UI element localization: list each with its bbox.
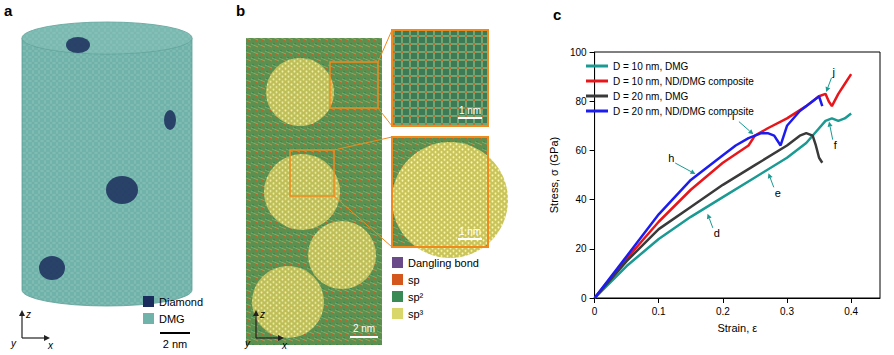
svg-text:D = 10 nm, DMG: D = 10 nm, DMG — [613, 61, 689, 72]
svg-text:z: z — [25, 309, 31, 320]
svg-text:x: x — [47, 340, 54, 351]
svg-text:x: x — [281, 340, 288, 351]
svg-text:f: f — [834, 139, 838, 151]
svg-text:j: j — [831, 66, 834, 78]
svg-text:0.2: 0.2 — [716, 306, 730, 317]
svg-text:1 nm: 1 nm — [459, 226, 481, 237]
svg-text:0.3: 0.3 — [780, 306, 794, 317]
svg-text:0: 0 — [581, 293, 587, 304]
svg-text:Diamond: Diamond — [159, 296, 203, 308]
svg-text:1 nm: 1 nm — [459, 105, 481, 116]
svg-text:sp³: sp³ — [408, 308, 424, 320]
svg-text:D = 20 nm, DMG: D = 20 nm, DMG — [613, 91, 689, 102]
svg-text:40: 40 — [575, 194, 587, 205]
svg-text:Strain, ε: Strain, ε — [717, 322, 757, 334]
svg-text:y: y — [244, 338, 251, 349]
svg-text:2 nm: 2 nm — [353, 323, 375, 334]
svg-text:D = 10 nm, ND/DMG composite: D = 10 nm, ND/DMG composite — [613, 76, 754, 87]
svg-text:d: d — [714, 227, 720, 239]
svg-text:60: 60 — [575, 145, 587, 156]
svg-text:e: e — [775, 187, 781, 199]
svg-text:a: a — [4, 2, 13, 19]
svg-text:D = 20 nm, ND/DMG composite: D = 20 nm, ND/DMG composite — [613, 106, 754, 117]
svg-text:DMG: DMG — [159, 313, 185, 325]
svg-text:2 nm: 2 nm — [163, 338, 187, 350]
svg-text:b: b — [236, 2, 245, 19]
svg-text:sp: sp — [408, 274, 420, 286]
svg-text:z: z — [259, 309, 265, 320]
svg-text:c: c — [553, 6, 561, 23]
svg-text:0.1: 0.1 — [652, 306, 666, 317]
svg-text:Stress, σ (GPa): Stress, σ (GPa) — [548, 137, 560, 213]
svg-text:100: 100 — [570, 47, 587, 58]
svg-text:20: 20 — [575, 243, 587, 254]
svg-text:Dangling bond: Dangling bond — [408, 257, 479, 269]
svg-text:sp²: sp² — [408, 291, 424, 303]
svg-text:0: 0 — [592, 306, 598, 317]
svg-text:y: y — [10, 338, 17, 349]
svg-text:0.4: 0.4 — [844, 306, 858, 317]
svg-text:80: 80 — [575, 96, 587, 107]
svg-text:h: h — [668, 152, 674, 164]
